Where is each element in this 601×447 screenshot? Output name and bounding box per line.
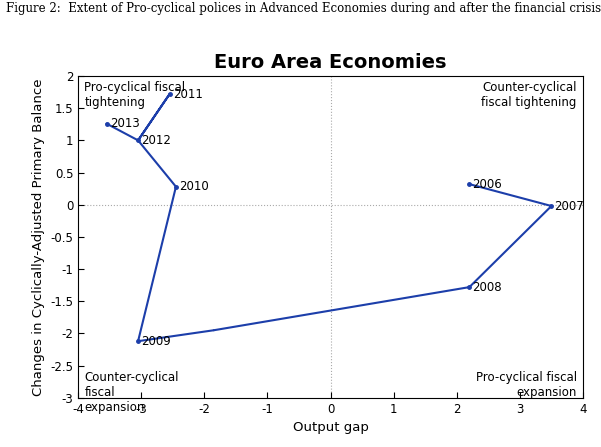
Text: 2013: 2013 (110, 117, 139, 130)
Text: 2011: 2011 (173, 88, 203, 101)
Title: Euro Area Economies: Euro Area Economies (215, 53, 447, 72)
Y-axis label: Changes in Cyclically-Adjusted Primary Balance: Changes in Cyclically-Adjusted Primary B… (32, 78, 44, 396)
Text: Pro-cyclical fiscal
tightening: Pro-cyclical fiscal tightening (84, 81, 186, 109)
Text: 2010: 2010 (179, 180, 209, 193)
Text: Counter-cyclical
fiscal tightening: Counter-cyclical fiscal tightening (481, 81, 577, 109)
Text: 2008: 2008 (472, 281, 502, 294)
Text: 2009: 2009 (141, 335, 171, 348)
Text: 2012: 2012 (141, 134, 171, 147)
Text: 2006: 2006 (472, 177, 502, 190)
Text: 2007: 2007 (555, 199, 584, 212)
Text: Pro-cyclical fiscal
expansion: Pro-cyclical fiscal expansion (475, 371, 577, 399)
X-axis label: Output gap: Output gap (293, 421, 368, 434)
Text: Figure 2:  Extent of Pro-cyclical polices in Advanced Economies during and after: Figure 2: Extent of Pro-cyclical polices… (6, 2, 601, 15)
Text: Counter-cyclical
fiscal
expansion: Counter-cyclical fiscal expansion (84, 371, 179, 414)
